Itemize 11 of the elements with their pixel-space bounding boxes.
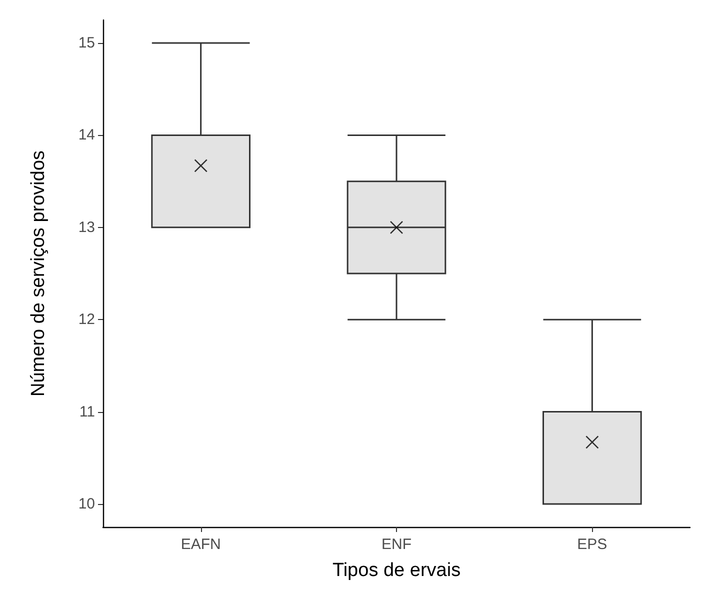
y-axis-title: Número de serviços providos — [28, 150, 49, 397]
y-tick-label: 11 — [79, 403, 95, 420]
y-tick-label: 13 — [78, 218, 95, 236]
x-tick-label: EPS — [577, 536, 608, 553]
y-tick-label: 12 — [78, 311, 95, 328]
y-tick-label: 14 — [78, 126, 95, 144]
x-tick-label: EAFN — [180, 536, 221, 553]
x-tick-label: ENF — [382, 536, 412, 553]
y-tick-label: 15 — [78, 34, 95, 52]
y-tick-label: 10 — [78, 495, 95, 512]
x-axis-title: Tipos de ervais — [332, 560, 461, 581]
